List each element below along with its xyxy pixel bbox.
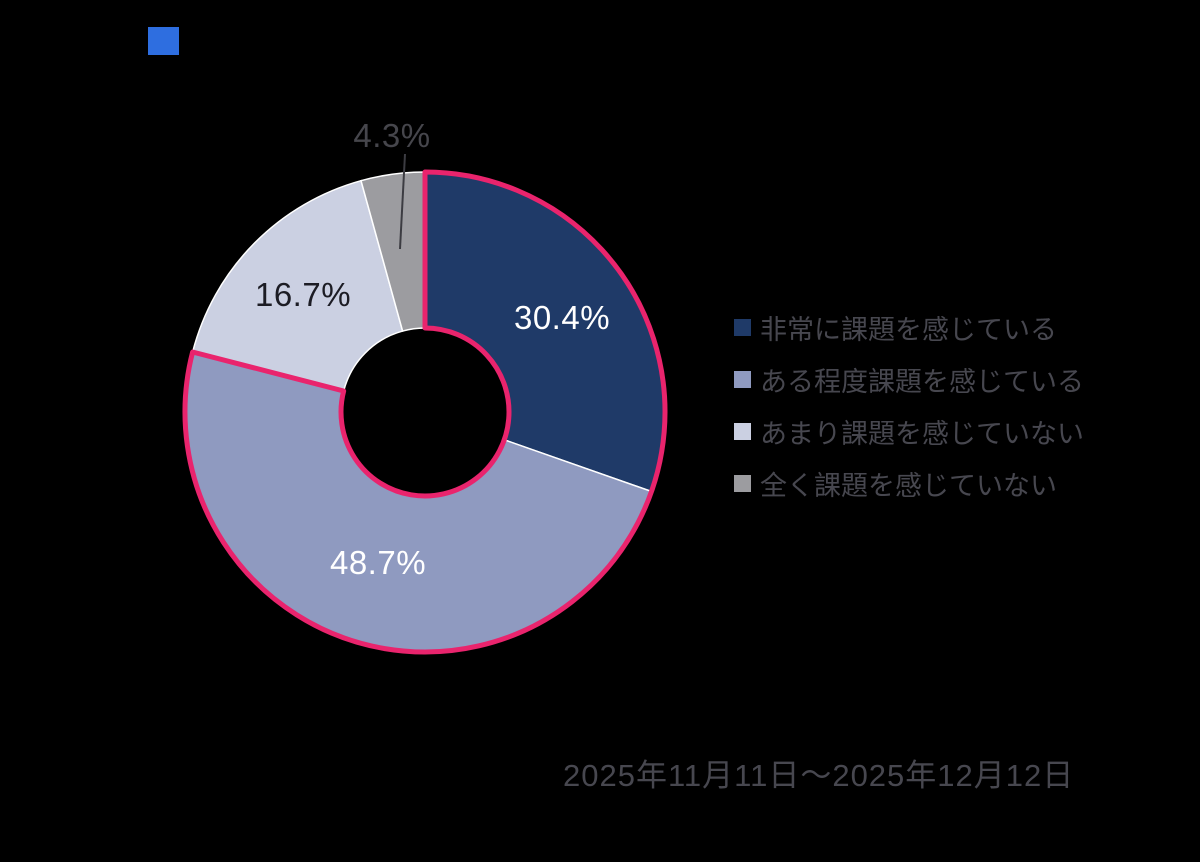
legend-item: ある程度課題を感じている xyxy=(734,363,1084,397)
legend-item: あまり課題を感じていない xyxy=(734,415,1084,449)
slice-label-3: 4.3% xyxy=(353,117,431,154)
legend: 非常に課題を感じている ある程度課題を感じている あまり課題を感じていない 全く… xyxy=(734,311,1084,501)
slice-label-2: 16.7% xyxy=(254,276,352,313)
highlight-outline xyxy=(182,169,668,655)
legend-swatch xyxy=(734,318,751,336)
title-marker xyxy=(148,27,179,55)
legend-label: 全く課題を感じていない xyxy=(760,470,1057,501)
legend-swatch xyxy=(734,474,751,492)
legend-item: 全く課題を感じていない xyxy=(734,467,1084,501)
survey-period: 2025年11月11日〜2025年12月12日 xyxy=(563,758,1075,793)
slice-label-1: 48.7% xyxy=(329,544,427,581)
legend-item: 非常に課題を感じている xyxy=(734,311,1084,345)
pie-slice-2 xyxy=(191,179,404,392)
legend-swatch xyxy=(734,370,751,388)
leader-line xyxy=(399,153,406,250)
legend-label: ある程度課題を感じている xyxy=(760,366,1084,397)
legend-label: あまり課題を感じていない xyxy=(760,418,1084,449)
legend-swatch xyxy=(734,422,751,440)
legend-label: 非常に課題を感じている xyxy=(760,314,1057,345)
slice-label-0: 30.4% xyxy=(513,299,611,336)
